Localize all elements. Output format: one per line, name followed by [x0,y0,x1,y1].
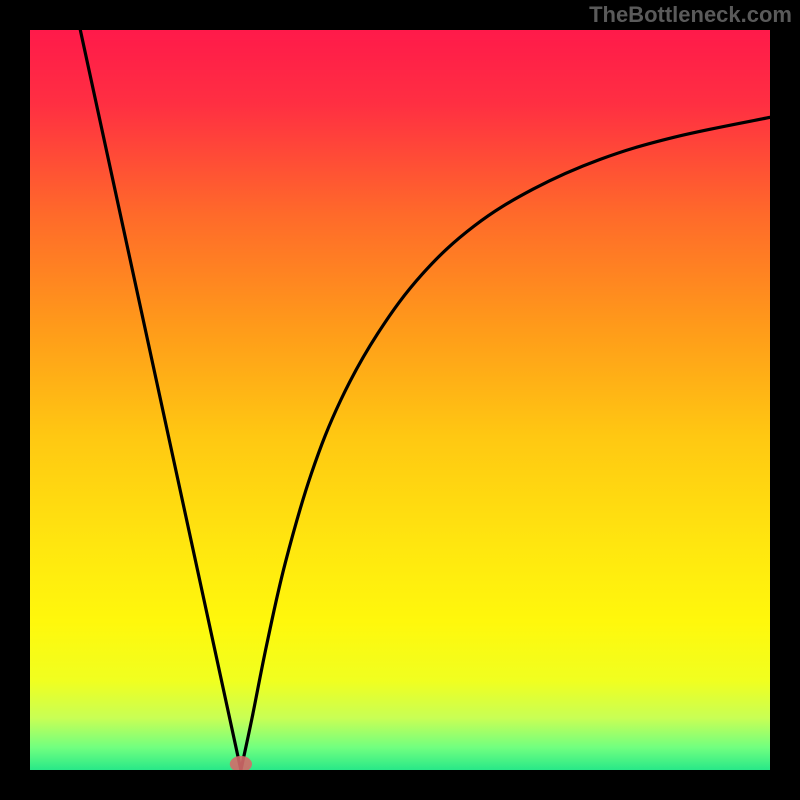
chart-svg [30,30,770,770]
plot-area [30,30,770,770]
chart-container: TheBottleneck.com [0,0,800,800]
attribution-text: TheBottleneck.com [589,2,792,28]
